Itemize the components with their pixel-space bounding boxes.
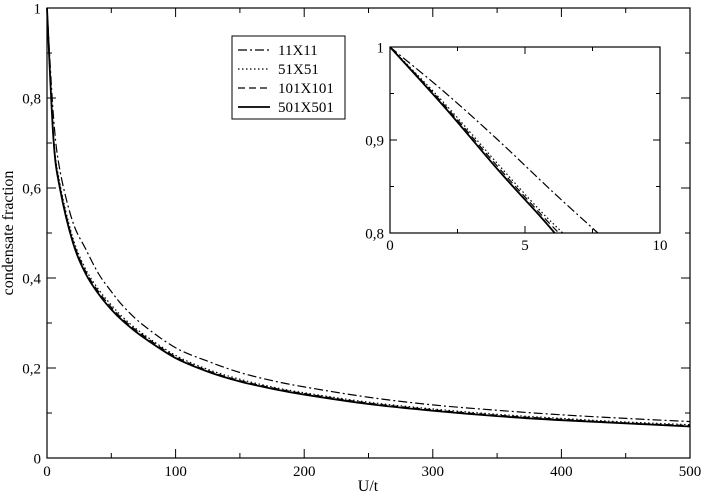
series-line-501x501 bbox=[46, 7, 691, 428]
main-plot-curves bbox=[46, 7, 691, 428]
y-tick-label: 0,2 bbox=[22, 361, 41, 377]
inset-plot-curves bbox=[389, 46, 599, 234]
y-tick-label: 1 bbox=[34, 1, 42, 17]
x-tick-label: 0 bbox=[386, 238, 394, 254]
x-axis-label: U/t bbox=[358, 478, 379, 495]
x-tick-label: 100 bbox=[164, 464, 187, 480]
x-tick-label: 5 bbox=[521, 238, 529, 254]
legend-label-51x51: 51X51 bbox=[278, 62, 319, 78]
x-tick-label: 400 bbox=[550, 464, 573, 480]
y-tick-label: 0,6 bbox=[22, 181, 41, 197]
x-tick-label: 300 bbox=[422, 464, 445, 480]
y-tick-label: 0,8 bbox=[365, 226, 384, 242]
legend-label-11x11: 11X11 bbox=[278, 43, 318, 59]
y-axis-label: condensate fraction bbox=[0, 171, 17, 296]
legend-label-501x501: 501X501 bbox=[278, 100, 334, 116]
inset-plot-ticks: 0 5 10 0,8 0,9 1 bbox=[365, 40, 667, 254]
inset-plot: 0 5 10 0,8 0,9 1 bbox=[365, 40, 667, 254]
y-tick-label: 0,8 bbox=[22, 91, 41, 107]
x-tick-label: 0 bbox=[43, 464, 51, 480]
series-line-501x501 bbox=[389, 46, 556, 234]
inset-plot-frame bbox=[389, 46, 661, 234]
y-tick-label: 0,4 bbox=[22, 271, 41, 287]
y-tick-label: 0,9 bbox=[365, 133, 384, 149]
series-line-101x101 bbox=[389, 46, 560, 234]
series-line-51x51 bbox=[46, 7, 691, 426]
legend-label-101x101: 101X101 bbox=[278, 81, 334, 97]
y-tick-label: 0 bbox=[34, 451, 42, 467]
x-tick-label: 200 bbox=[293, 464, 316, 480]
x-tick-label: 500 bbox=[679, 464, 702, 480]
y-tick-label: 1 bbox=[377, 40, 385, 56]
x-tick-label: 10 bbox=[653, 238, 668, 254]
legend: 11X11 51X51 101X101 501X501 bbox=[231, 35, 346, 120]
series-line-11x11 bbox=[389, 46, 599, 234]
